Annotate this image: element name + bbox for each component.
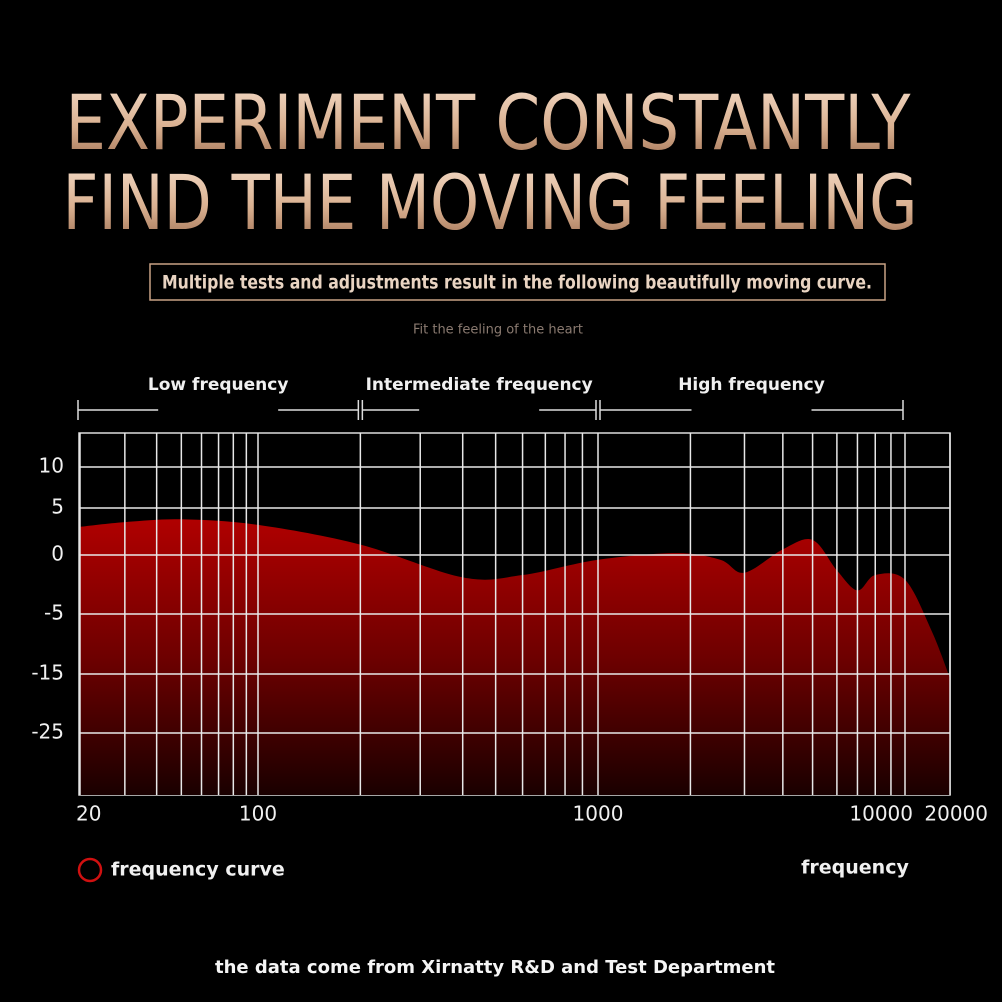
title-line: EXPERIMENT CONSTANTLY: [66, 78, 911, 167]
x-tick-label: 10000: [849, 802, 913, 826]
y-tick-label: -15: [31, 661, 64, 685]
frequency-area: [80, 519, 950, 795]
x-tick-label: 100: [239, 802, 277, 826]
y-tick-label: 5: [51, 495, 64, 519]
x-tick-label: 20000: [924, 802, 988, 826]
legend-label: frequency curve: [111, 859, 285, 881]
title-line: FIND THE MOVING FEELING: [63, 158, 918, 247]
x-axis-label: frequency: [801, 857, 909, 879]
y-tick-label: 0: [51, 542, 64, 566]
axes: -25 -15 -5 0 5 10 20 100 1000 10000 20000 Low frequ…: [31, 375, 988, 826]
band-label: High frequency: [678, 375, 825, 395]
y-tick-label: 10: [39, 454, 64, 478]
subtitle: Multiple tests and adjustments result in…: [162, 272, 872, 294]
plot: [79, 433, 951, 795]
y-tick-label: -25: [31, 720, 64, 744]
band-label: Intermediate frequency: [366, 375, 593, 395]
footer: the data come from Xirnatty R&D and Test…: [215, 957, 775, 978]
band-label: Low frequency: [148, 375, 289, 395]
y-tick-label: -5: [44, 601, 64, 625]
legend-marker: [77, 857, 103, 883]
tagline: Fit the feeling of the heart: [413, 323, 583, 338]
x-tick-label: 1000: [573, 802, 624, 826]
x-tick-label: 20: [76, 802, 101, 826]
subtitle-box: [149, 263, 886, 301]
